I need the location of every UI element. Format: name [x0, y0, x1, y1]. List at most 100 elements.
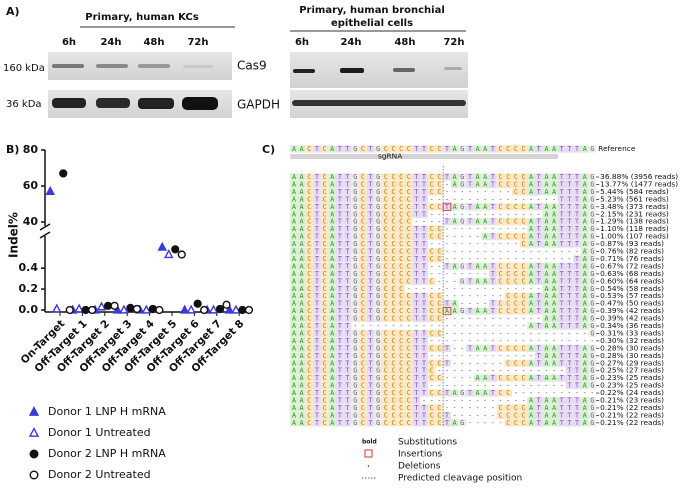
base-bg — [366, 255, 375, 263]
base-bg — [496, 300, 505, 308]
base-bg — [565, 374, 574, 382]
base-bg — [374, 374, 382, 382]
base-bg — [557, 419, 566, 427]
time-label: 24h — [340, 37, 361, 48]
time-label: 6h — [62, 37, 76, 48]
base-bg — [550, 352, 558, 360]
base-bg — [359, 203, 367, 211]
base-bg — [313, 195, 321, 203]
point — [28, 427, 40, 437]
base-bg — [580, 314, 589, 323]
base-bg — [534, 322, 543, 330]
base-bg — [397, 188, 405, 196]
base-bg — [336, 195, 344, 203]
base-bg — [389, 180, 398, 189]
base-bg — [588, 314, 597, 323]
base-bg — [573, 195, 581, 203]
base-bg — [588, 300, 597, 308]
band — [96, 64, 128, 68]
base-bg — [450, 145, 459, 153]
base-bg — [527, 374, 535, 382]
base-bg — [534, 262, 543, 270]
base-bg — [320, 188, 329, 196]
base-bg — [305, 344, 314, 352]
base-bg — [427, 255, 436, 263]
base-bg — [397, 337, 405, 345]
base-bg — [412, 240, 421, 248]
base-bg — [404, 233, 413, 241]
base-bg — [305, 180, 314, 189]
base-bg — [381, 307, 390, 315]
base-bg — [404, 247, 413, 256]
base-bg — [512, 374, 520, 382]
insertion-box — [442, 202, 452, 211]
base-bg — [427, 188, 436, 196]
base-bg — [336, 382, 344, 390]
base-bg — [343, 344, 352, 352]
base-bg — [389, 233, 398, 241]
base-bg — [557, 145, 566, 153]
base-bg — [557, 359, 566, 367]
base-bg — [435, 314, 444, 323]
base-bg — [297, 382, 306, 390]
base-bg — [297, 389, 306, 397]
base-bg — [389, 255, 398, 263]
base-bg — [359, 344, 367, 352]
point — [186, 304, 196, 314]
read-label: 0.21% (22 reads) — [600, 418, 664, 427]
base-bg — [481, 218, 490, 226]
base-bg — [435, 233, 444, 241]
base-bg — [565, 270, 574, 278]
y-tick-label: 80 — [23, 143, 39, 156]
base-bg — [481, 277, 490, 285]
base-bg — [336, 188, 344, 196]
point — [231, 304, 241, 314]
base-bg — [313, 344, 321, 352]
base-bg — [389, 240, 398, 248]
base-bg — [404, 210, 413, 218]
base-bg — [374, 255, 382, 263]
band — [444, 67, 462, 70]
base-bg — [458, 262, 467, 270]
base-bg — [313, 382, 321, 390]
base-bg — [580, 419, 589, 427]
base-bg — [397, 262, 405, 270]
base-bg — [374, 173, 382, 181]
base-bg — [435, 188, 444, 196]
base-bg — [565, 367, 574, 375]
base-bg — [557, 396, 566, 405]
base-bg — [366, 396, 375, 405]
base-bg — [297, 225, 306, 233]
base-bg — [328, 292, 337, 300]
protein-label: GAPDH — [237, 98, 280, 112]
base-bg — [374, 404, 382, 412]
base-bg — [573, 382, 581, 390]
base-bg — [573, 255, 581, 263]
base-bg — [336, 419, 344, 427]
blot-title: epithelial cells — [331, 18, 413, 29]
base-bg — [427, 389, 436, 397]
base-bg — [297, 262, 306, 270]
base-bg — [496, 344, 505, 352]
base-bg — [328, 419, 337, 427]
base-bg — [297, 247, 306, 256]
base-bg — [504, 145, 513, 153]
read-label: 3.48% (373 reads) — [600, 202, 669, 211]
base-bg — [397, 344, 405, 352]
base-bg — [359, 180, 367, 189]
base-bg — [374, 145, 382, 153]
base-bg — [412, 277, 421, 285]
base-bg — [527, 322, 535, 330]
base-bg — [328, 411, 337, 419]
base-bg — [458, 203, 467, 211]
base-bg — [343, 210, 352, 218]
base-bg — [343, 218, 352, 226]
base-bg — [389, 277, 398, 285]
base-bg — [557, 270, 566, 278]
base-bg — [588, 374, 597, 382]
axis-break — [39, 223, 51, 231]
